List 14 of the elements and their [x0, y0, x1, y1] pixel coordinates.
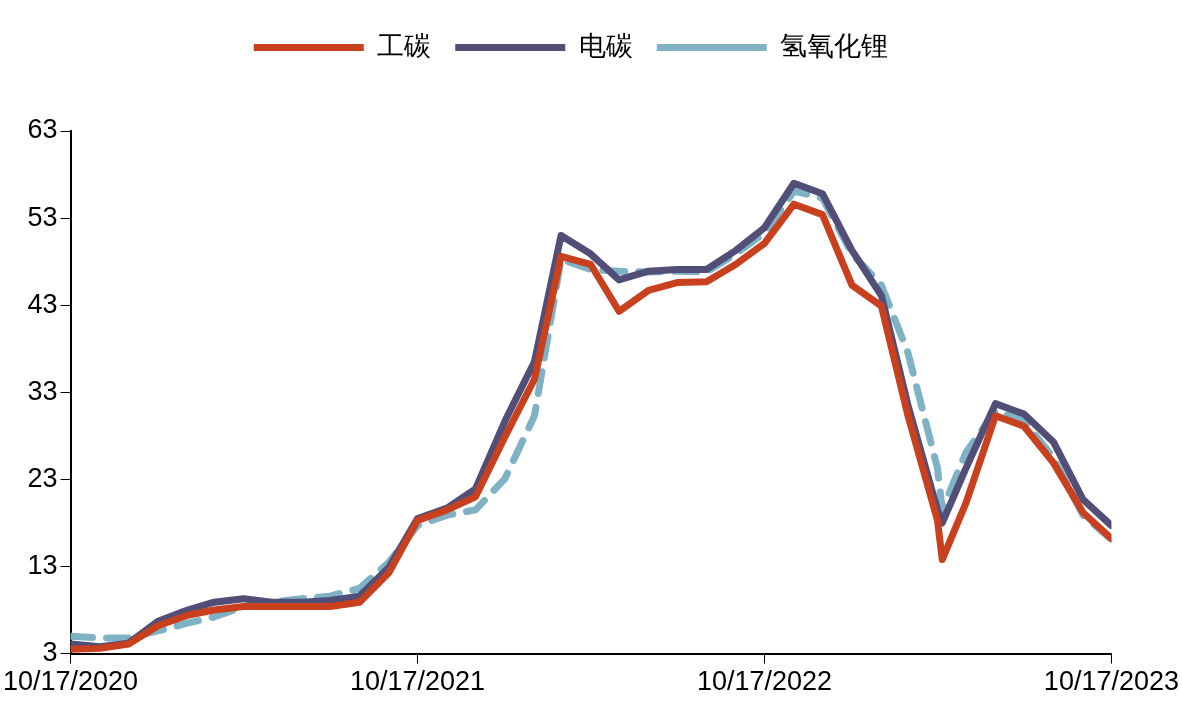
x-tick-label: 10/17/2021: [349, 666, 486, 697]
legend-label: 电碳: [578, 30, 633, 61]
x-tick-label: 10/17/2023: [1043, 666, 1179, 697]
legend-label: 氢氧化锂: [780, 30, 889, 61]
y-tick-label: 33: [27, 375, 58, 406]
y-tick-label: 63: [27, 114, 58, 145]
y-tick-label: 3: [42, 637, 58, 668]
y-tick-label: 53: [27, 201, 58, 232]
x-tick-label: 10/17/2020: [3, 666, 139, 697]
y-tick-label: 43: [27, 288, 58, 319]
y-tick-label: 13: [27, 549, 58, 580]
legend-label: 工碳: [377, 30, 432, 61]
x-tick-label: 10/17/2022: [696, 666, 833, 697]
y-tick-label: 23: [27, 462, 58, 493]
